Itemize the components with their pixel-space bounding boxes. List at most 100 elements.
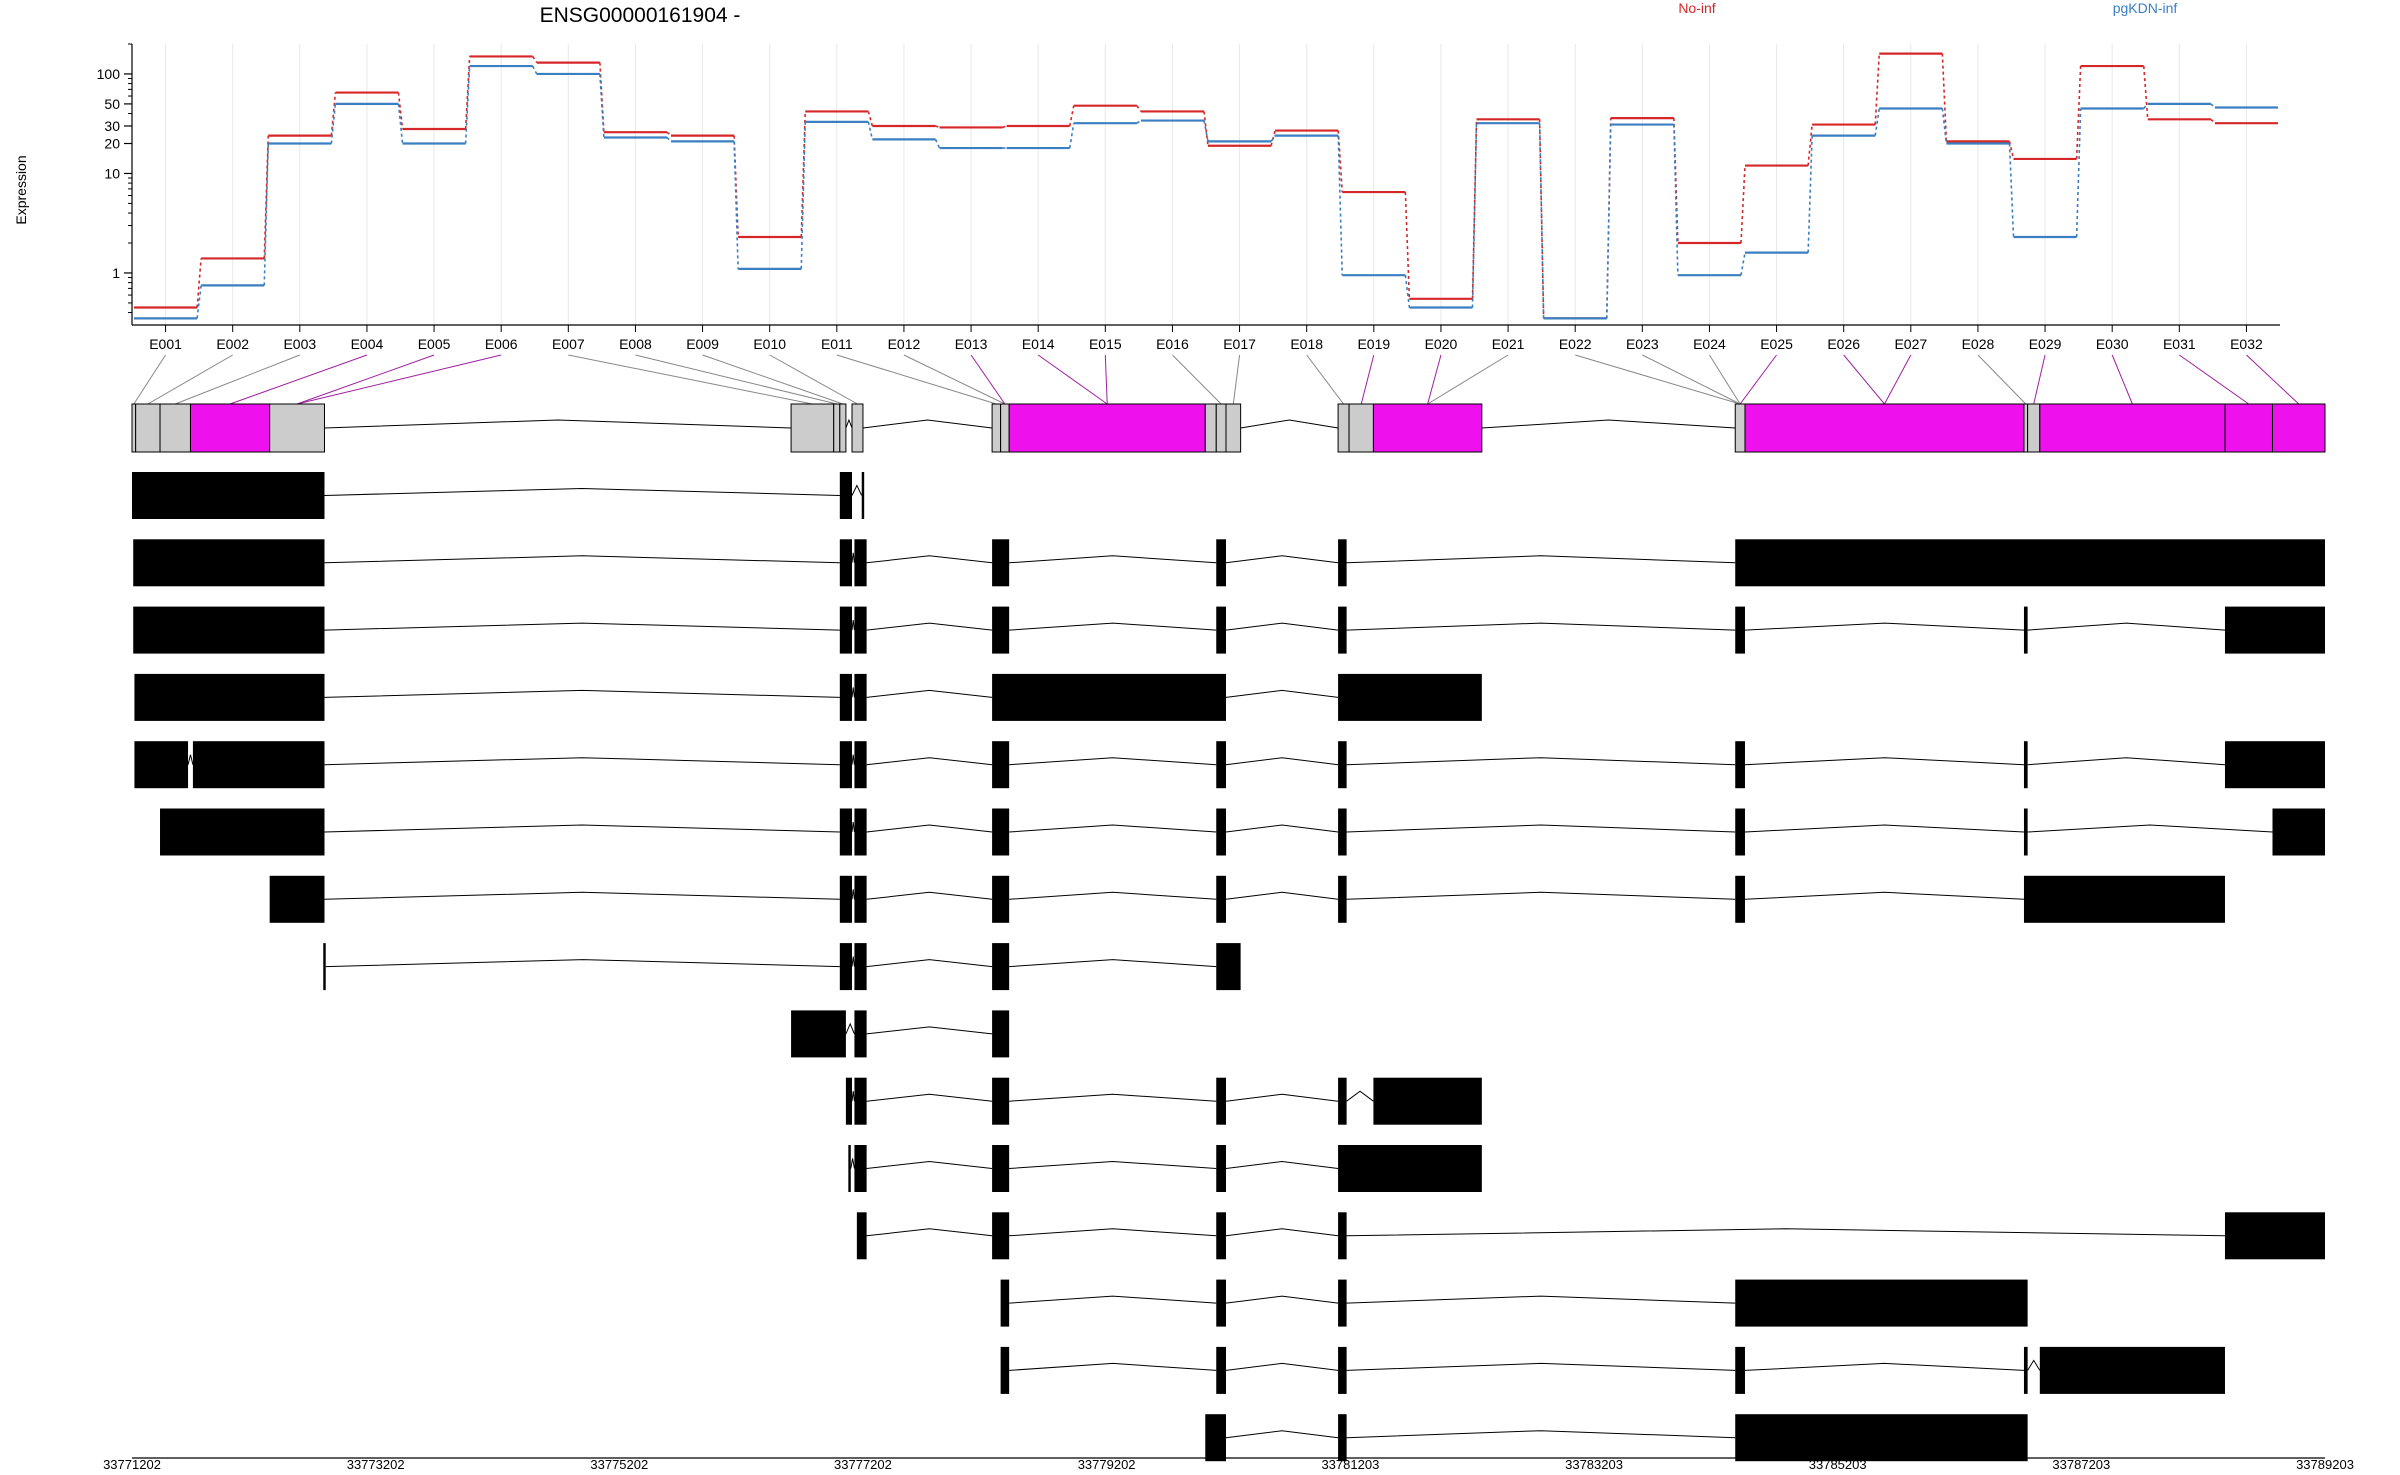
transcript-intron — [1225, 1430, 1339, 1439]
transcript-intron — [866, 1160, 993, 1169]
exon-link — [296, 354, 435, 405]
series-transition — [867, 121, 874, 140]
transcript-exon — [854, 808, 867, 856]
transcript-exon — [1338, 1145, 1482, 1192]
genome-tick-label: 33789203 — [2296, 1457, 2354, 1470]
transcript-intron — [1225, 824, 1339, 833]
genome-tick-label: 33781203 — [1321, 1457, 1379, 1470]
y-tick-label: 20 — [104, 136, 120, 152]
exon-block — [851, 403, 864, 453]
exon-block — [131, 403, 137, 453]
exon-block — [2271, 403, 2326, 453]
series-transition — [196, 285, 202, 319]
transcript-exon — [2039, 1346, 2225, 1394]
genome-tick-label: 33779202 — [1078, 1457, 1136, 1470]
x-tick-label: E010 — [753, 336, 786, 352]
transcript-intron — [2027, 824, 2273, 833]
transcript-exon — [1216, 808, 1227, 856]
transcript-intron — [866, 1093, 993, 1102]
x-tick-label: E013 — [955, 336, 988, 352]
transcript-exon — [192, 741, 325, 789]
exon-block — [1008, 403, 1206, 453]
transcript-intron — [1009, 1228, 1217, 1237]
transcript-exon — [269, 875, 325, 923]
exon-link — [1642, 354, 1741, 405]
transcript-intron — [1225, 757, 1339, 766]
x-tick-label: E008 — [619, 336, 652, 352]
transcript-exon — [839, 875, 852, 923]
transcript-intron — [845, 1022, 855, 1035]
transcript-intron — [1744, 891, 2024, 900]
transcript-exon — [992, 1010, 1010, 1058]
transcript-intron — [851, 687, 855, 698]
x-tick-label: E023 — [1626, 336, 1659, 352]
transcript-exon — [133, 606, 325, 654]
transcript-exon — [1216, 1346, 1227, 1394]
transcript-exon — [1338, 1279, 1347, 1327]
transcript-exon — [1338, 539, 1347, 587]
series-transition — [1002, 125, 1007, 129]
transcript-exon — [839, 673, 852, 721]
series-transition — [1673, 124, 1679, 276]
series-transition — [1270, 130, 1276, 146]
x-tick-label: E009 — [686, 336, 719, 352]
exon-link — [1884, 354, 1912, 405]
series-transition — [800, 121, 807, 269]
transcript-intron — [866, 622, 993, 631]
transcript-intron — [866, 824, 993, 833]
transcript-intron — [1225, 1295, 1339, 1304]
transcript-exon — [839, 808, 852, 856]
transcript-intron — [851, 956, 855, 967]
transcript-intron — [851, 552, 855, 563]
series-transition — [935, 125, 940, 129]
exon-link — [1232, 354, 1241, 405]
transcript-exon — [1000, 1346, 1010, 1394]
intron-line — [862, 419, 993, 429]
x-tick-label: E004 — [351, 336, 384, 352]
series-transition — [2210, 118, 2216, 124]
exon-link — [147, 354, 233, 405]
transcript-intron — [1009, 1362, 1217, 1371]
transcript-intron — [1225, 689, 1339, 698]
x-tick-label: E027 — [1894, 336, 1927, 352]
transcript-exon — [992, 539, 1010, 587]
exon-link — [2246, 354, 2300, 405]
x-tick-label: E022 — [1559, 336, 1592, 352]
x-tick-label: E031 — [2163, 336, 2196, 352]
legend-no-inf: No-inf — [1678, 0, 1715, 16]
transcript-exon — [848, 1145, 851, 1192]
x-tick-label: E029 — [2029, 336, 2062, 352]
series-transition — [666, 131, 672, 137]
transcript-exon — [992, 808, 1010, 856]
transcript-exon — [854, 1010, 867, 1058]
transcript-intron — [1225, 1160, 1339, 1169]
transcript-intron — [1009, 1093, 1217, 1102]
transcript-exon — [839, 943, 852, 991]
series-transition — [1136, 105, 1142, 112]
transcript-exon — [1338, 1414, 1347, 1462]
exon-link — [1360, 354, 1375, 405]
transcript-intron — [1009, 959, 1217, 968]
transcript-exon — [2023, 741, 2028, 789]
transcript-intron — [1744, 622, 2024, 631]
transcript-exon — [1216, 1145, 1227, 1192]
transcript-exon — [992, 943, 1010, 991]
transcript-intron — [1346, 1430, 1736, 1439]
x-tick-label: E011 — [821, 336, 853, 352]
transcript-intron — [324, 622, 840, 631]
series-transition — [867, 111, 874, 127]
genome-tick-label: 33783203 — [1565, 1457, 1623, 1470]
series-transition — [1538, 123, 1545, 319]
transcript-intron — [866, 1026, 993, 1035]
series-transition — [934, 139, 941, 149]
transcript-exon — [1735, 539, 2325, 587]
exon-link — [635, 354, 837, 405]
transcript-exon — [134, 673, 325, 721]
transcript-intron — [1009, 555, 1217, 564]
transcript-intron — [1225, 891, 1339, 900]
series-transition — [1471, 123, 1478, 308]
series-transition — [1404, 275, 1411, 308]
transcript-exon — [1216, 539, 1227, 587]
exon-link — [970, 354, 1006, 405]
